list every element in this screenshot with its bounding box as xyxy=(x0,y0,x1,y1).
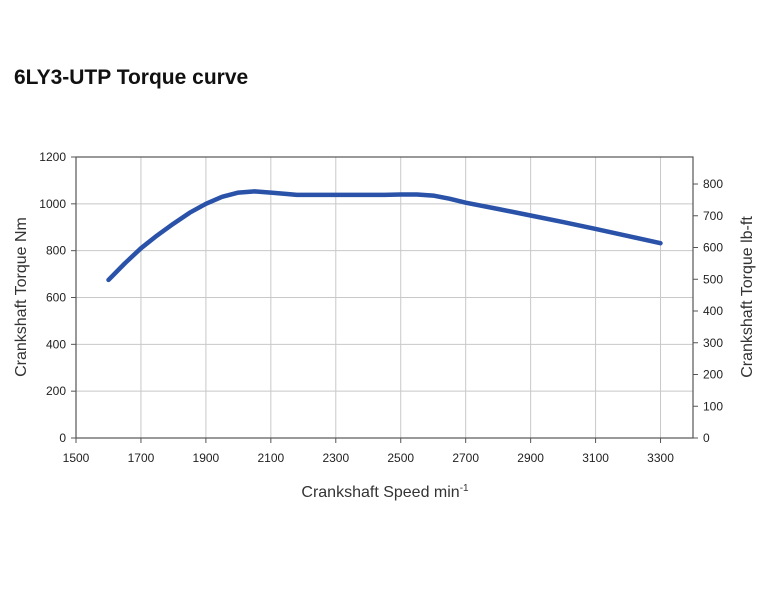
y-tick-label: 0 xyxy=(59,431,66,445)
y2-tick-label: 700 xyxy=(703,209,723,223)
x-axis-title: Crankshaft Speed min-1 xyxy=(301,483,469,501)
y2-tick-label: 200 xyxy=(703,368,723,382)
chart-title: 6LY3-UTP Torque curve xyxy=(14,66,249,89)
y2-tick-label: 500 xyxy=(703,272,723,286)
y2-tick-label: 800 xyxy=(703,177,723,191)
y2-tick-label: 300 xyxy=(703,336,723,350)
y2-tick-label: 100 xyxy=(703,399,723,413)
y-tick-label: 400 xyxy=(46,337,66,351)
x-tick-label: 3300 xyxy=(647,451,674,465)
y-tick-label: 200 xyxy=(46,384,66,398)
y-tick-label: 800 xyxy=(46,244,66,258)
x-tick-label: 2500 xyxy=(387,451,414,465)
y2-axis-title: Crankshaft Torque lb-ft xyxy=(739,216,756,378)
x-tick-label: 1700 xyxy=(128,451,155,465)
x-tick-label: 1900 xyxy=(193,451,220,465)
grid xyxy=(76,157,693,438)
y-tick-label: 600 xyxy=(46,291,66,305)
y2-tick-label: 0 xyxy=(703,431,710,445)
x-tick-label: 2300 xyxy=(322,451,349,465)
y2-tick-label: 400 xyxy=(703,304,723,318)
x-tick-label: 3100 xyxy=(582,451,609,465)
series-layer xyxy=(106,189,663,283)
x-tick-label: 1500 xyxy=(63,451,90,465)
ticks xyxy=(71,156,698,443)
x-tick-label: 2700 xyxy=(452,451,479,465)
tick-labels: 1500 1700 1900 2100 2300 2500 2700 2900 3100 3300… xyxy=(39,150,723,465)
y-axis-title: Crankshaft Torque Nm xyxy=(13,217,30,377)
x-tick-label: 2900 xyxy=(517,451,544,465)
y2-tick-label: 600 xyxy=(703,241,723,255)
y-tick-label: 1200 xyxy=(39,150,66,164)
y-tick-label: 1000 xyxy=(39,197,66,211)
torque-series-line xyxy=(106,189,663,283)
x-tick-label: 2100 xyxy=(257,451,284,465)
